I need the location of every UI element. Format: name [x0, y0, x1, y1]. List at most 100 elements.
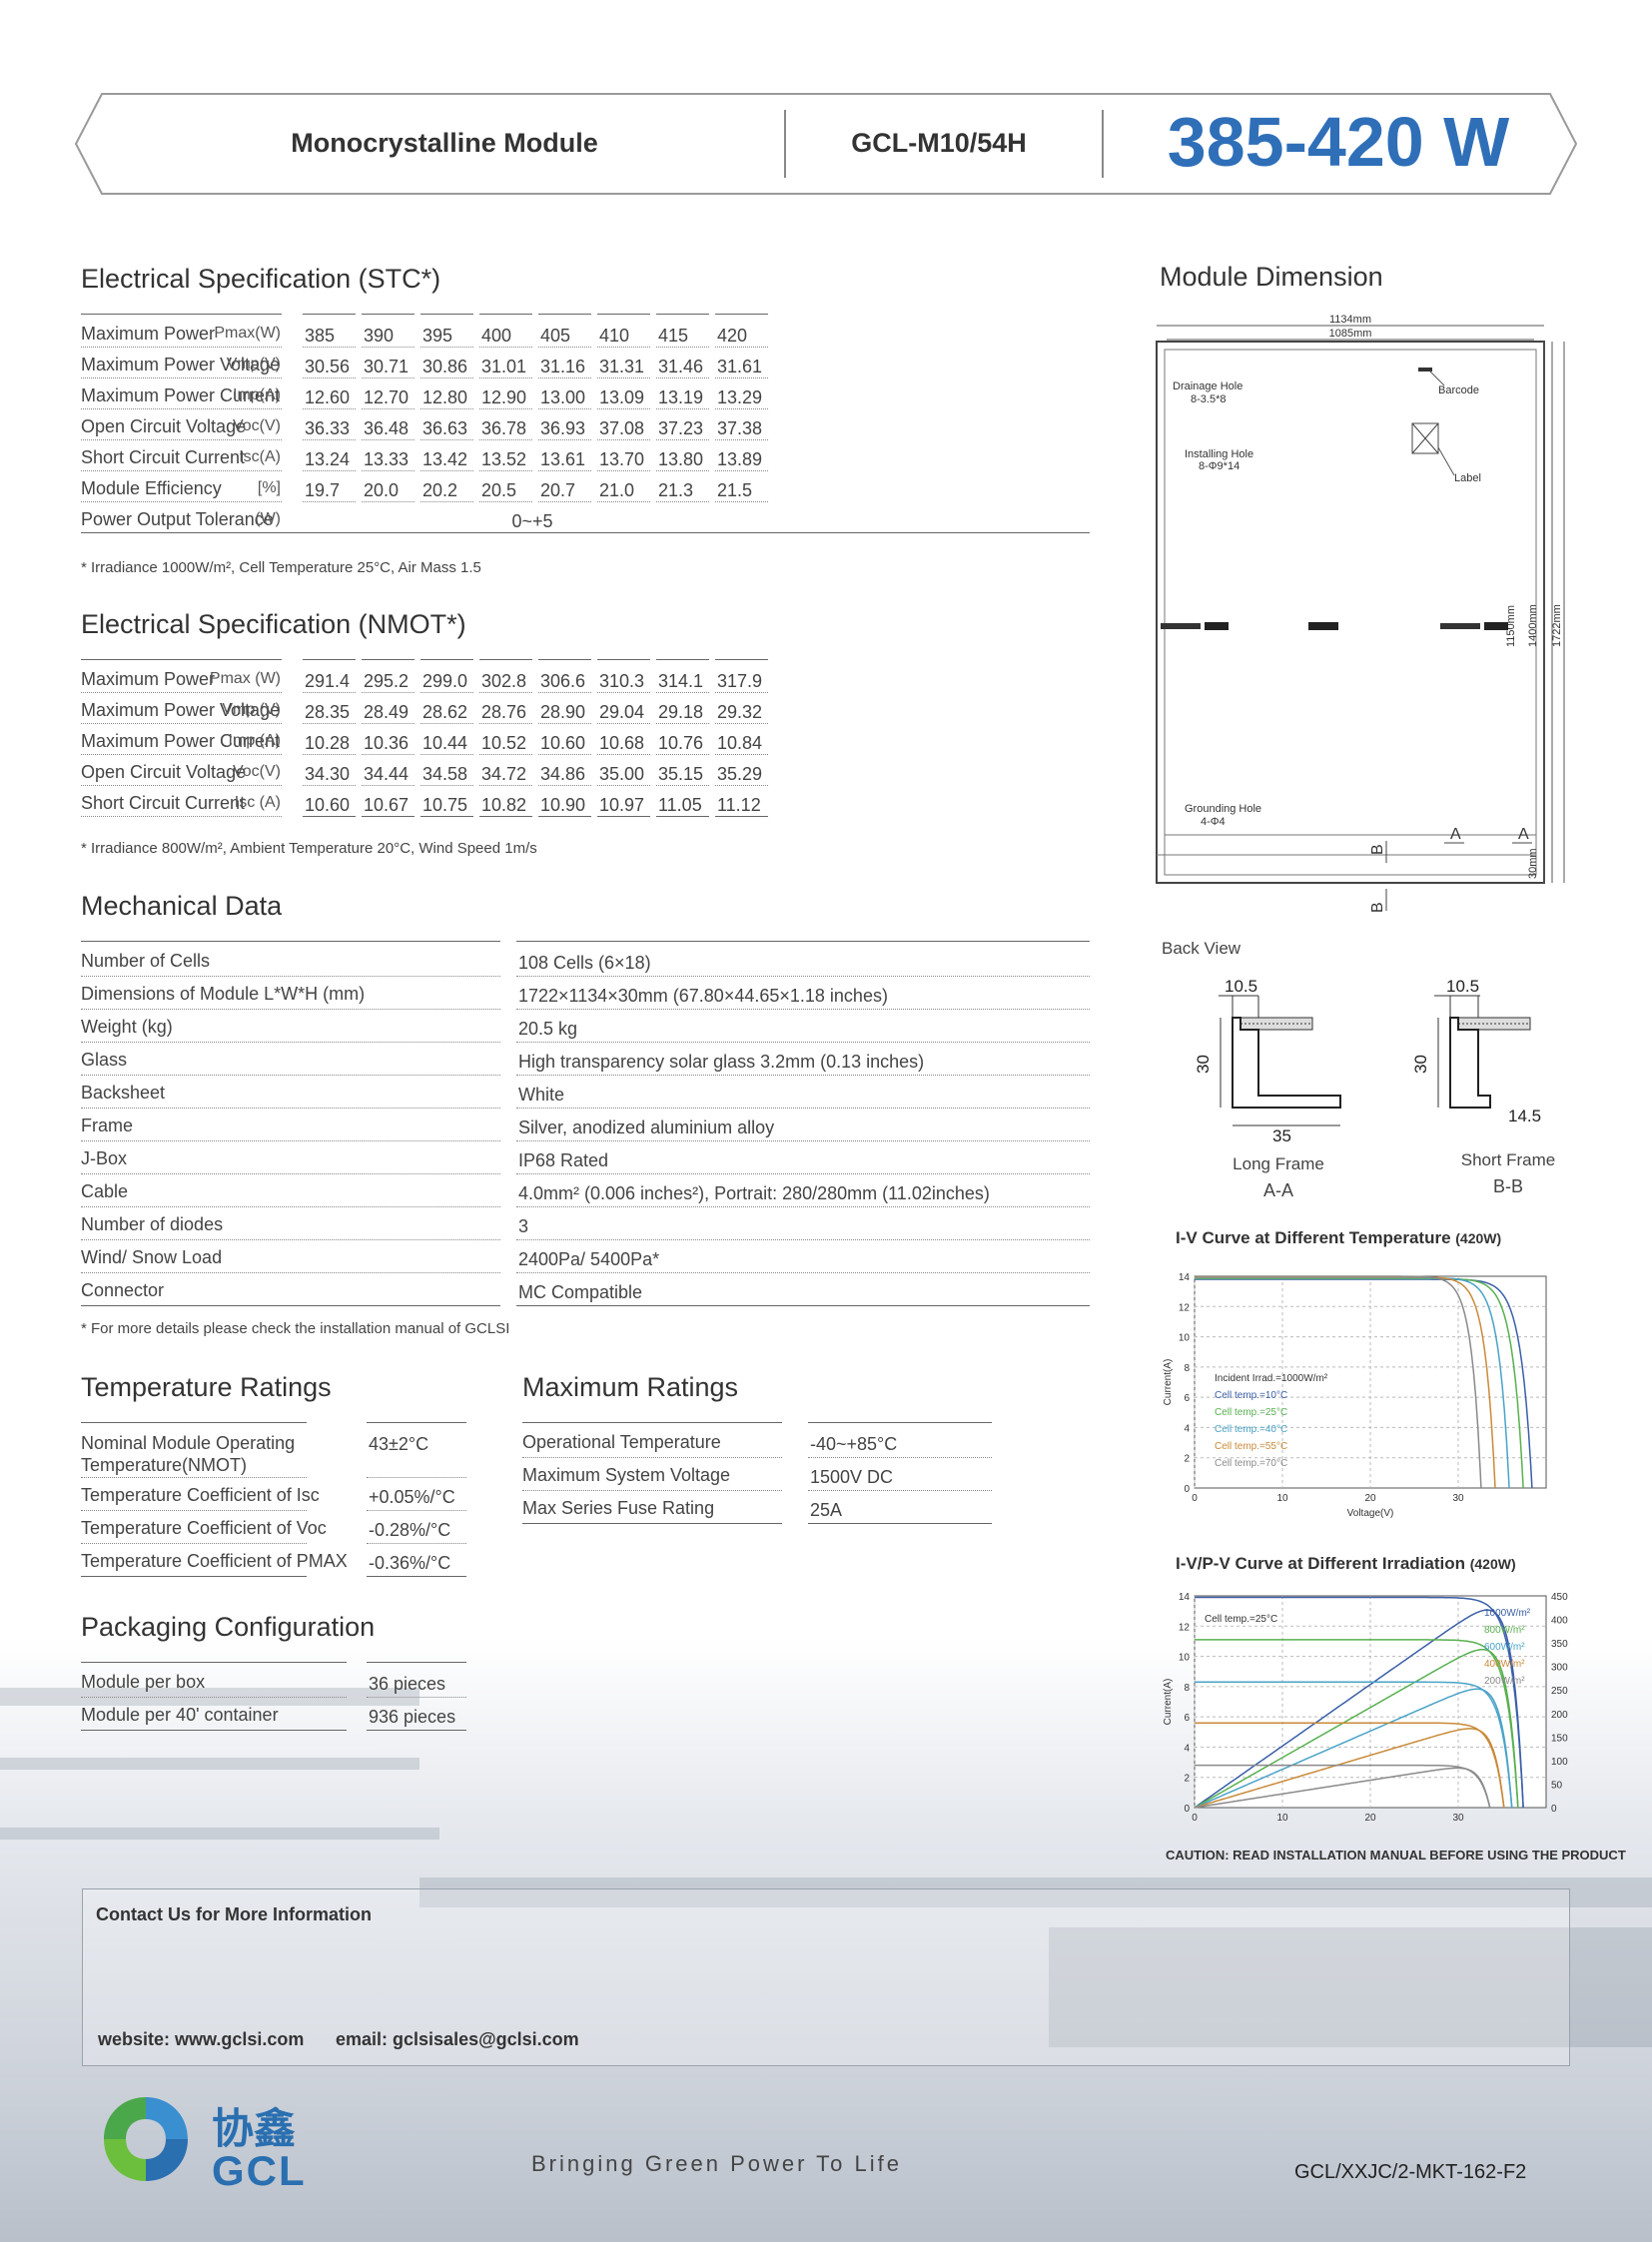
- spec-value: 35.29: [717, 764, 763, 784]
- table-rule: [522, 1422, 782, 1423]
- row-label: Temperature Coefficient of PMAX: [81, 1551, 348, 1571]
- legend-entry: 400W/m²: [1484, 1659, 1525, 1670]
- chart1-title-main: I-V Curve at Different Temperature: [1176, 1228, 1451, 1247]
- spec-value: 13.33: [364, 449, 410, 469]
- table-rule: [597, 470, 650, 471]
- row-value: MC Compatible: [518, 1282, 643, 1302]
- spec-value: 20.5: [481, 480, 517, 500]
- table-rule: [656, 501, 709, 502]
- table-rule: [479, 470, 532, 471]
- spec-row-unit: Isc (A): [234, 794, 281, 811]
- spec-row-label: Maximum Power: [81, 669, 216, 689]
- table-rule: [597, 347, 650, 348]
- table-rule: [81, 1510, 307, 1511]
- drainage-hole-spec: 8-3.5*8: [1191, 393, 1226, 405]
- chart2-title: I-V/P-V Curve at Different Irradiation (…: [1176, 1554, 1516, 1574]
- table-rule: [367, 1543, 466, 1544]
- spec-row-label: Maximum Power Voltage: [81, 700, 281, 720]
- legend-entry: Cell temp.=55°C: [1215, 1441, 1287, 1452]
- spec-row-unit: Voc(V): [232, 417, 281, 434]
- spec-value: 10.82: [481, 795, 527, 815]
- spec-row-label: Maximum Power Current: [81, 731, 281, 751]
- row-label: Module per box: [81, 1672, 206, 1692]
- website-link[interactable]: website: www.gclsi.com: [98, 2029, 305, 2049]
- table-rule: [81, 1477, 307, 1478]
- table-rule: [479, 723, 532, 724]
- spec-value: 28.49: [364, 702, 410, 722]
- spec-value: 35.00: [599, 764, 645, 784]
- y-tick-label: 8: [1184, 1363, 1190, 1374]
- y-tick-label: 12: [1179, 1302, 1191, 1313]
- table-rule: [479, 408, 532, 409]
- spec-value: 31.61: [717, 357, 763, 376]
- spec-value: 36.33: [305, 418, 351, 438]
- table-rule: [538, 314, 591, 315]
- table-rule: [597, 501, 650, 502]
- spec-row-label: Maximum Power: [81, 324, 216, 344]
- email-link[interactable]: email: gclsisales@gclsi.com: [336, 2029, 579, 2049]
- dim-width-inner: 1085mm: [1329, 328, 1372, 340]
- table-rule: [656, 314, 709, 315]
- iv-pv-irradiation-chart: 0 2 4 6 8 10 12 14 0 10 20 30 Current(A) 0 50 100 150 200…: [1163, 1592, 1568, 1824]
- table-rule: [516, 1305, 1090, 1306]
- table-rule: [81, 470, 282, 471]
- legend-entry: 600W/m²: [1484, 1642, 1525, 1653]
- table-rule: [808, 1523, 992, 1524]
- spec-row-label: Maximum Power Voltage: [81, 355, 281, 374]
- installing-hole-spec: 8-Φ9*14: [1199, 460, 1239, 472]
- grounding-hole-spec: 4-Φ4: [1201, 816, 1226, 828]
- table-rule: [715, 377, 768, 378]
- table-rule: [367, 1697, 466, 1698]
- x-tick-label: 0: [1192, 1813, 1198, 1824]
- row-value: 4.0mm² (0.006 inches²), Portrait: 280/28…: [518, 1183, 990, 1203]
- row-label: Dimensions of Module L*W*H (mm): [81, 984, 366, 1004]
- spec-value: 10.68: [599, 733, 645, 753]
- y-tick-label: 0: [1184, 1804, 1190, 1815]
- table-rule: [479, 501, 532, 502]
- spec-value: 37.23: [658, 418, 704, 438]
- spec-value: 12.80: [422, 387, 468, 407]
- y-tick-label: 2: [1184, 1454, 1190, 1465]
- table-rule: [516, 941, 1090, 942]
- spec-value: 317.9: [717, 671, 763, 691]
- spec-row-unit: Imp(A): [233, 386, 281, 403]
- section-b-top: B: [1369, 844, 1386, 855]
- mechanical-table: Number of Cells 108 Cells (6×18) Dimension…: [81, 941, 1090, 1310]
- back-view-label: Back View: [1162, 939, 1241, 958]
- spec-value: 35.15: [658, 764, 704, 784]
- table-rule: [656, 408, 709, 409]
- stc-note: * Irradiance 1000W/m², Cell Temperature …: [81, 559, 481, 576]
- temperature-table: Nominal Module Operating Temperature(NMO…: [81, 1422, 466, 1582]
- module-dimension-drawing: 1134mm 1085mm 1150mm 1400mm 1722mm 30mm …: [1156, 314, 1565, 913]
- row-label: Nominal Module Operating Temperature(NMO…: [81, 1433, 296, 1475]
- table-rule: [362, 347, 414, 348]
- table-rule: [715, 723, 768, 724]
- table-rule: [597, 408, 650, 409]
- table-rule: [81, 976, 500, 977]
- row-value: 2400Pa/ 5400Pa*: [518, 1249, 660, 1269]
- caution-text: CAUTION: READ INSTALLATION MANUAL BEFORE…: [1166, 1848, 1626, 1863]
- table-rule: [479, 785, 532, 786]
- y-tick-label: 6: [1184, 1713, 1190, 1724]
- spec-row-unit: Voc(V): [232, 763, 281, 780]
- y2-tick-label: 200: [1551, 1710, 1568, 1721]
- spec-value: 37.38: [717, 418, 763, 438]
- row-value: -40~+85°C: [810, 1434, 898, 1454]
- row-label: Temperature Coefficient of Isc: [81, 1485, 320, 1505]
- table-rule: [538, 501, 591, 502]
- short-frame-width: 10.5: [1446, 977, 1479, 996]
- row-value: White: [518, 1085, 565, 1105]
- x-tick-label: 20: [1364, 1813, 1376, 1824]
- spec-value: 19.7: [305, 480, 341, 500]
- x-tick-label: 20: [1364, 1493, 1376, 1504]
- nmot-note: * Irradiance 800W/m², Ambient Temperatur…: [81, 840, 537, 857]
- chart1-title: I-V Curve at Different Temperature (420W…: [1176, 1228, 1501, 1248]
- dimension-title: Module Dimension: [1160, 262, 1383, 292]
- y-tick-label: 2: [1184, 1774, 1190, 1785]
- spec-value: 28.35: [305, 702, 351, 722]
- table-rule: [420, 470, 473, 471]
- table-rule: [516, 1075, 1090, 1076]
- spec-value: 10.52: [481, 733, 527, 753]
- y2-tick-label: 50: [1551, 1780, 1563, 1791]
- y-tick-label: 14: [1179, 1592, 1191, 1603]
